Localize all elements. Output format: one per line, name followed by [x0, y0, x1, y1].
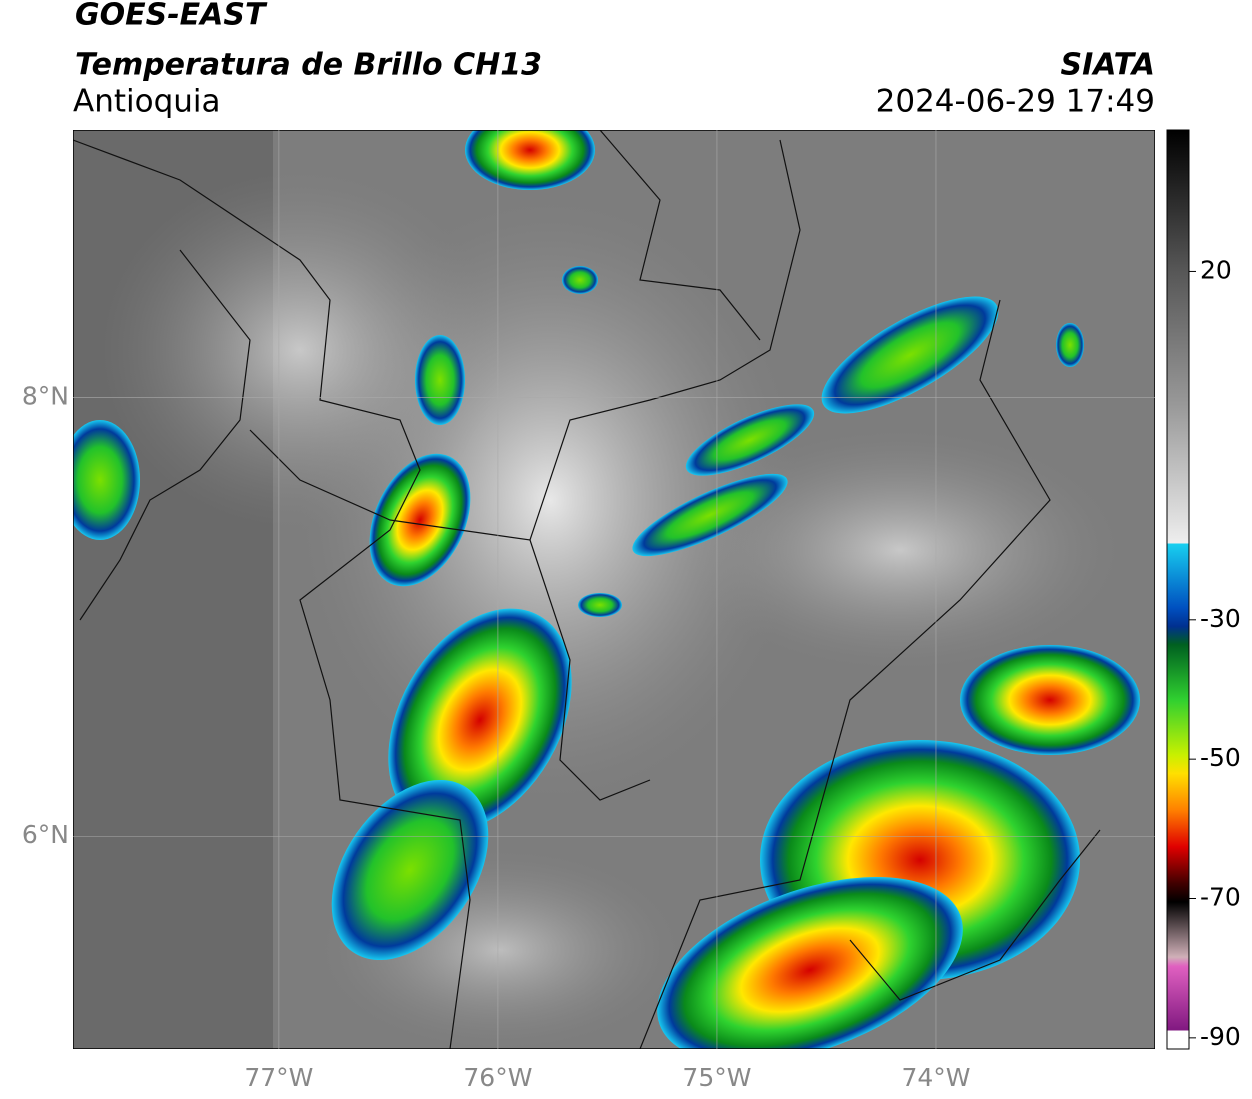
- x-tick-label: 77°W: [244, 1063, 313, 1092]
- region: Antioquia: [73, 84, 221, 120]
- title: GOES-EAST: [75, 0, 268, 33]
- x-tick-label: 76°W: [463, 1063, 532, 1092]
- colorbar-tick-label: -50: [1200, 743, 1241, 772]
- satellite-image: [73, 130, 1155, 1049]
- colorbar-tick-label: -90: [1200, 1022, 1241, 1051]
- colorbar: [1166, 129, 1190, 1050]
- x-tick-label: 74°W: [901, 1063, 970, 1092]
- subtitle: Temperatura de Brillo CH13: [75, 48, 542, 83]
- colorbar-tick-label: -70: [1200, 883, 1241, 912]
- y-tick-label: 8°N: [22, 382, 69, 411]
- colorbar-tick-label: -30: [1200, 604, 1241, 633]
- x-tick-label: 75°W: [682, 1063, 751, 1092]
- timestamp: 2024-06-29 17:49: [876, 84, 1155, 120]
- y-tick-label: 6°N: [22, 820, 69, 849]
- colorbar-tick-label: 20: [1200, 255, 1232, 284]
- map-axes: 77°W 76°W 75°W 74°W 6°N 8°N: [22, 130, 1155, 1092]
- colorbar-axis: 20 -30 -50 -70 -90: [1189, 255, 1241, 1051]
- source: SIATA: [1061, 48, 1155, 83]
